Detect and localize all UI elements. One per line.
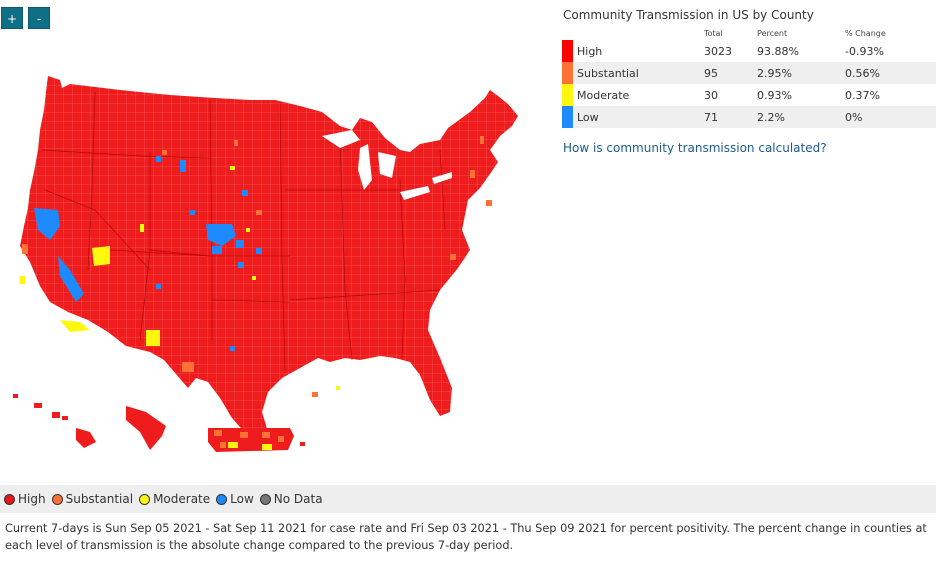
transmission-panel: Community Transmission in US by County T… <box>562 8 936 155</box>
percent-value: 0.93% <box>757 88 792 102</box>
total-value: 30 <box>704 88 718 102</box>
puerto-rico-shape[interactable] <box>208 428 305 452</box>
total-value: 3023 <box>704 44 732 58</box>
table-row-moderate: Moderate 30 0.93% 0.37% <box>562 84 936 106</box>
change-value: 0.56% <box>845 66 880 80</box>
table-row-substantial: Substantial 95 2.95% 0.56% <box>562 62 936 84</box>
total-value: 71 <box>704 110 718 124</box>
level-label: Substantial <box>577 66 639 80</box>
low-swatch <box>562 106 573 128</box>
no-data-dot-icon <box>259 493 271 505</box>
transmission-table: Total Percent % Change High 3023 93.88% … <box>562 26 936 128</box>
low-dot-icon <box>216 493 228 505</box>
legend-label: High <box>18 492 46 506</box>
legend-item-low[interactable]: Low <box>216 492 254 506</box>
change-value: -0.93% <box>845 44 884 58</box>
table-row-high: High 3023 93.88% -0.93% <box>562 40 936 62</box>
legend-item-moderate[interactable]: Moderate <box>139 492 210 506</box>
change-value: 0.37% <box>845 88 880 102</box>
calculation-info-link[interactable]: How is community transmission calculated… <box>563 141 827 155</box>
high-swatch <box>562 40 573 62</box>
high-dot-icon <box>4 493 15 505</box>
substantial-swatch <box>562 62 573 84</box>
percent-value: 2.2% <box>757 110 785 124</box>
moderate-dot-icon <box>139 493 151 505</box>
substantial-dot-icon <box>51 493 63 505</box>
panel-title: Community Transmission in US by County <box>563 8 814 22</box>
legend-item-substantial[interactable]: Substantial <box>51 492 134 506</box>
map-legend: High Substantial Moderate Low No Data <box>0 485 936 513</box>
zoom-in-button[interactable]: + <box>1 7 23 29</box>
header-percent: Percent <box>757 28 788 38</box>
header-total: Total <box>704 28 723 38</box>
county-map[interactable] <box>0 40 560 480</box>
table-header: Total Percent % Change <box>562 26 936 40</box>
legend-label: Substantial <box>65 492 134 506</box>
percent-value: 2.95% <box>757 66 792 80</box>
legend-label: Moderate <box>153 492 211 506</box>
level-label: Moderate <box>577 88 630 102</box>
legend-label: No Data <box>273 492 323 506</box>
header-change: % Change <box>845 28 886 38</box>
percent-value: 93.88% <box>757 44 799 58</box>
zoom-out-button[interactable]: - <box>28 7 50 29</box>
total-value: 95 <box>704 66 718 80</box>
table-row-low: Low 71 2.2% 0% <box>562 106 936 128</box>
level-label: Low <box>577 110 599 124</box>
footnote: Current 7-days is Sun Sep 05 2021 - Sat … <box>5 522 927 552</box>
hawaii-shape[interactable] <box>13 394 96 448</box>
alaska-shape[interactable] <box>126 406 166 450</box>
legend-item-no-data[interactable]: No Data <box>259 492 323 506</box>
legend-label: Low <box>230 492 254 506</box>
change-value: 0% <box>845 110 863 124</box>
contiguous-us-shape[interactable] <box>20 76 518 440</box>
legend-item-high[interactable]: High <box>4 492 46 506</box>
level-label: High <box>577 44 603 58</box>
moderate-swatch <box>562 84 573 106</box>
